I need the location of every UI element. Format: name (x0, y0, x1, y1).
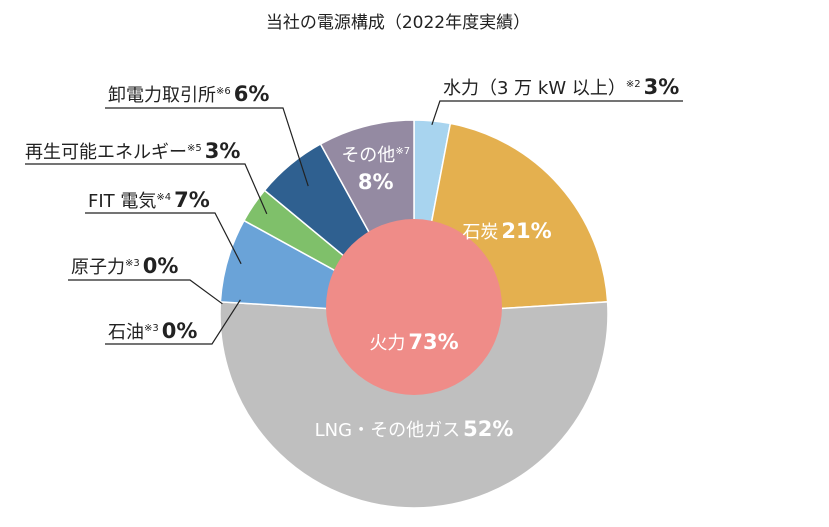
label-coal-value: 21% (501, 219, 551, 243)
label-fit-text: FIT 電気 (88, 191, 156, 212)
label-lng: LNG・その他ガス 52% (315, 417, 514, 441)
label-hydro: 水力（3 万 kW 以上）※2 3% (443, 75, 679, 99)
label-thermal-text: 火力 (369, 333, 405, 354)
label-oil-value: 0% (162, 319, 198, 343)
slice-lng (219, 301, 609, 509)
label-jepx-value: 6% (234, 82, 270, 106)
label-nuclear-note: ※3 (125, 258, 140, 269)
label-renewable-text: 再生可能エネルギー (25, 142, 187, 163)
leader-jepx (105, 107, 309, 187)
label-renewable: 再生可能エネルギー※5 3% (25, 139, 240, 163)
label-lng-value: 52% (463, 417, 513, 441)
label-nuclear: 原子力※3 0% (71, 254, 178, 278)
label-renewable-value: 3% (205, 139, 241, 163)
label-jepx-text: 卸電力取引所 (108, 85, 216, 106)
label-other-text: その他 (341, 145, 395, 166)
label-jepx-note: ※6 (216, 86, 231, 97)
chart-title: 当社の電源構成（2022年度実績） (266, 13, 530, 33)
label-thermal-value: 73% (408, 330, 458, 354)
label-nuclear-value: 0% (143, 254, 179, 278)
label-fit-note: ※4 (156, 192, 171, 203)
label-jepx: 卸電力取引所※6 6% (108, 82, 269, 106)
label-other-value: 8% (358, 170, 394, 194)
leader-renewable (25, 163, 268, 215)
label-other: その他※7 (341, 145, 410, 166)
label-hydro-text: 水力（3 万 kW 以上） (443, 78, 626, 99)
label-thermal: 火力 73% (369, 330, 458, 354)
label-oil: 石油※3 0% (108, 319, 197, 343)
leader-hydro (431, 100, 683, 125)
label-coal: 石炭 21% (462, 219, 551, 243)
label-hydro-value: 3% (644, 75, 680, 99)
label-renewable-note: ※5 (187, 143, 202, 154)
thermal-inner-circle (326, 219, 502, 395)
label-lng-text: LNG・その他ガス (315, 420, 460, 441)
leader-oil (105, 299, 241, 345)
label-nuclear-text: 原子力 (71, 257, 125, 278)
label-other-note: ※7 (395, 146, 410, 157)
leader-fit (85, 212, 242, 265)
label-coal-text: 石炭 (462, 222, 498, 243)
slice-labels: 水力（3 万 kW 以上）※2 3%卸電力取引所※6 6%再生可能エネルギー※5 3%… (25, 75, 679, 441)
label-fit: FIT 電気※4 7% (88, 188, 210, 212)
label-oil-text: 石油 (108, 322, 144, 343)
label-fit-value: 7% (174, 188, 210, 212)
leader-lines (25, 100, 683, 345)
inner-slice-thermal (326, 219, 502, 395)
leader-nuclear (68, 279, 223, 305)
label-oil-note: ※3 (144, 323, 159, 334)
label-hydro-note: ※2 (626, 79, 641, 90)
